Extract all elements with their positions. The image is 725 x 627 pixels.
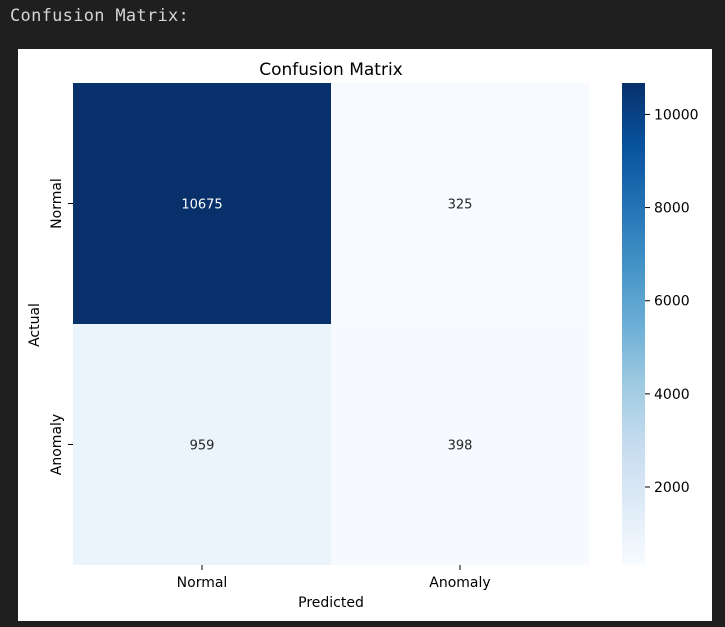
heatmap-cell-anomaly-anomaly [331,324,589,565]
chart-figure: Confusion Matrix 10675 325 959 398 Normal An… [18,49,712,621]
y-tick-label: Normal [49,178,65,229]
output-label: Confusion Matrix: [10,6,190,26]
colorbar-tick-label: 4000 [654,387,690,403]
y-axis-label: Actual [27,303,43,347]
x-axis-label: Predicted [298,595,364,611]
heatmap-cell-normal-anomaly [331,83,589,324]
cell-value-label: 959 [190,439,215,454]
x-tick-label: Normal [177,575,228,591]
chart-title: Confusion Matrix [259,60,403,80]
cell-value-label: 10675 [181,198,222,213]
cell-value-label: 398 [448,439,473,454]
colorbar-tick-label: 8000 [654,201,690,217]
colorbar [622,83,645,565]
colorbar-tick-label: 2000 [654,480,690,496]
x-tick-label: Anomaly [429,575,490,591]
heatmap-cell-anomaly-normal [73,324,331,565]
heatmap-cell-normal-normal [73,83,331,324]
cell-value-label: 325 [448,198,473,213]
y-tick-label: Anomaly [49,414,65,475]
confusion-matrix-chart: Confusion Matrix 10675 325 959 398 Normal An… [27,60,699,611]
colorbar-tick-label: 10000 [654,107,699,123]
colorbar-tick-label: 6000 [654,294,690,310]
